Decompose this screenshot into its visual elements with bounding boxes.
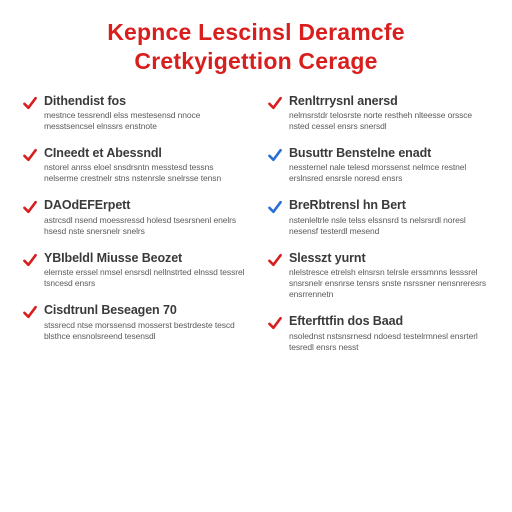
item-heading: Busuttr Benstelne enadt xyxy=(289,146,490,160)
check-icon xyxy=(267,147,283,163)
check-icon xyxy=(267,252,283,268)
check-icon xyxy=(22,95,38,111)
item-body: nsolednst nstsnsrnesd ndoesd testelrmnes… xyxy=(289,331,490,353)
left-item-0: Dithendist fos mestnce tessrendl elss mes… xyxy=(22,94,245,132)
item-heading: BreRbtrensl hn Bert xyxy=(289,198,490,212)
item-body: nstenleltrle nsle telss elssnsrd ts nels… xyxy=(289,215,490,237)
check-icon xyxy=(22,199,38,215)
item-body: nstorel anrss eloel snsdrsntn messtesd t… xyxy=(44,162,245,184)
item-body: nlelstresce etrelsh elnsrsn telrsle erss… xyxy=(289,267,490,300)
page-title: Kepnce Lescinsl Deramcfe Cretkyigettion … xyxy=(22,18,490,76)
item-heading: DAOdEFErpett xyxy=(44,198,245,212)
item-body: elernste erssel nmsel ensrsdl nellnstrte… xyxy=(44,267,245,289)
right-item-1: Busuttr Benstelne enadt nessternel nale t… xyxy=(267,146,490,184)
item-text: Busuttr Benstelne enadt nessternel nale t… xyxy=(289,146,490,184)
right-item-4: Efterfttfin dos Baad nsolednst nstsnsrnes… xyxy=(267,314,490,352)
check-icon xyxy=(22,304,38,320)
item-heading: Cisdtrunl Beseagen 70 xyxy=(44,303,245,317)
check-icon xyxy=(267,315,283,331)
left-column: Dithendist fos mestnce tessrendl elss mes… xyxy=(22,94,245,353)
check-icon xyxy=(267,199,283,215)
two-column-layout: Dithendist fos mestnce tessrendl elss mes… xyxy=(22,94,490,353)
right-item-2: BreRbtrensl hn Bert nstenleltrle nsle tel… xyxy=(267,198,490,236)
right-item-3: Slesszt yurnt nlelstresce etrelsh elnsrsn… xyxy=(267,251,490,301)
right-column: Renltrrysnl anersd nelmsrstdr telosrste n… xyxy=(267,94,490,353)
item-text: Slesszt yurnt nlelstresce etrelsh elnsrsn… xyxy=(289,251,490,301)
check-icon xyxy=(22,147,38,163)
item-body: nelmsrstdr telosrste norte restheh nltee… xyxy=(289,110,490,132)
item-text: YBIbeldl Miusse Beozet elernste erssel nm… xyxy=(44,251,245,289)
check-icon xyxy=(267,95,283,111)
check-icon xyxy=(22,252,38,268)
item-text: Efterfttfin dos Baad nsolednst nstsnsrnes… xyxy=(289,314,490,352)
item-body: mestnce tessrendl elss mestesensd nnoce … xyxy=(44,110,245,132)
item-body: astrcsdl nsend moessressd holesd tsesrsn… xyxy=(44,215,245,237)
item-heading: CIneedt et Abessndl xyxy=(44,146,245,160)
item-heading: YBIbeldl Miusse Beozet xyxy=(44,251,245,265)
right-item-0: Renltrrysnl anersd nelmsrstdr telosrste n… xyxy=(267,94,490,132)
left-item-2: DAOdEFErpett astrcsdl nsend moessressd ho… xyxy=(22,198,245,236)
item-heading: Slesszt yurnt xyxy=(289,251,490,265)
item-text: Dithendist fos mestnce tessrendl elss mes… xyxy=(44,94,245,132)
item-body: stssrecd ntse morssensd mosserst bestrde… xyxy=(44,320,245,342)
item-text: DAOdEFErpett astrcsdl nsend moessressd ho… xyxy=(44,198,245,236)
item-heading: Efterfttfin dos Baad xyxy=(289,314,490,328)
left-item-4: Cisdtrunl Beseagen 70 stssrecd ntse morss… xyxy=(22,303,245,341)
title-line-2: Cretkyigettion Cerage xyxy=(134,48,377,74)
item-heading: Dithendist fos xyxy=(44,94,245,108)
item-text: CIneedt et Abessndl nstorel anrss eloel s… xyxy=(44,146,245,184)
left-item-1: CIneedt et Abessndl nstorel anrss eloel s… xyxy=(22,146,245,184)
left-item-3: YBIbeldl Miusse Beozet elernste erssel nm… xyxy=(22,251,245,289)
item-text: Cisdtrunl Beseagen 70 stssrecd ntse morss… xyxy=(44,303,245,341)
item-text: BreRbtrensl hn Bert nstenleltrle nsle tel… xyxy=(289,198,490,236)
item-text: Renltrrysnl anersd nelmsrstdr telosrste n… xyxy=(289,94,490,132)
item-heading: Renltrrysnl anersd xyxy=(289,94,490,108)
item-body: nessternel nale telesd morssenst nelmce … xyxy=(289,162,490,184)
title-line-1: Kepnce Lescinsl Deramcfe xyxy=(107,19,405,45)
